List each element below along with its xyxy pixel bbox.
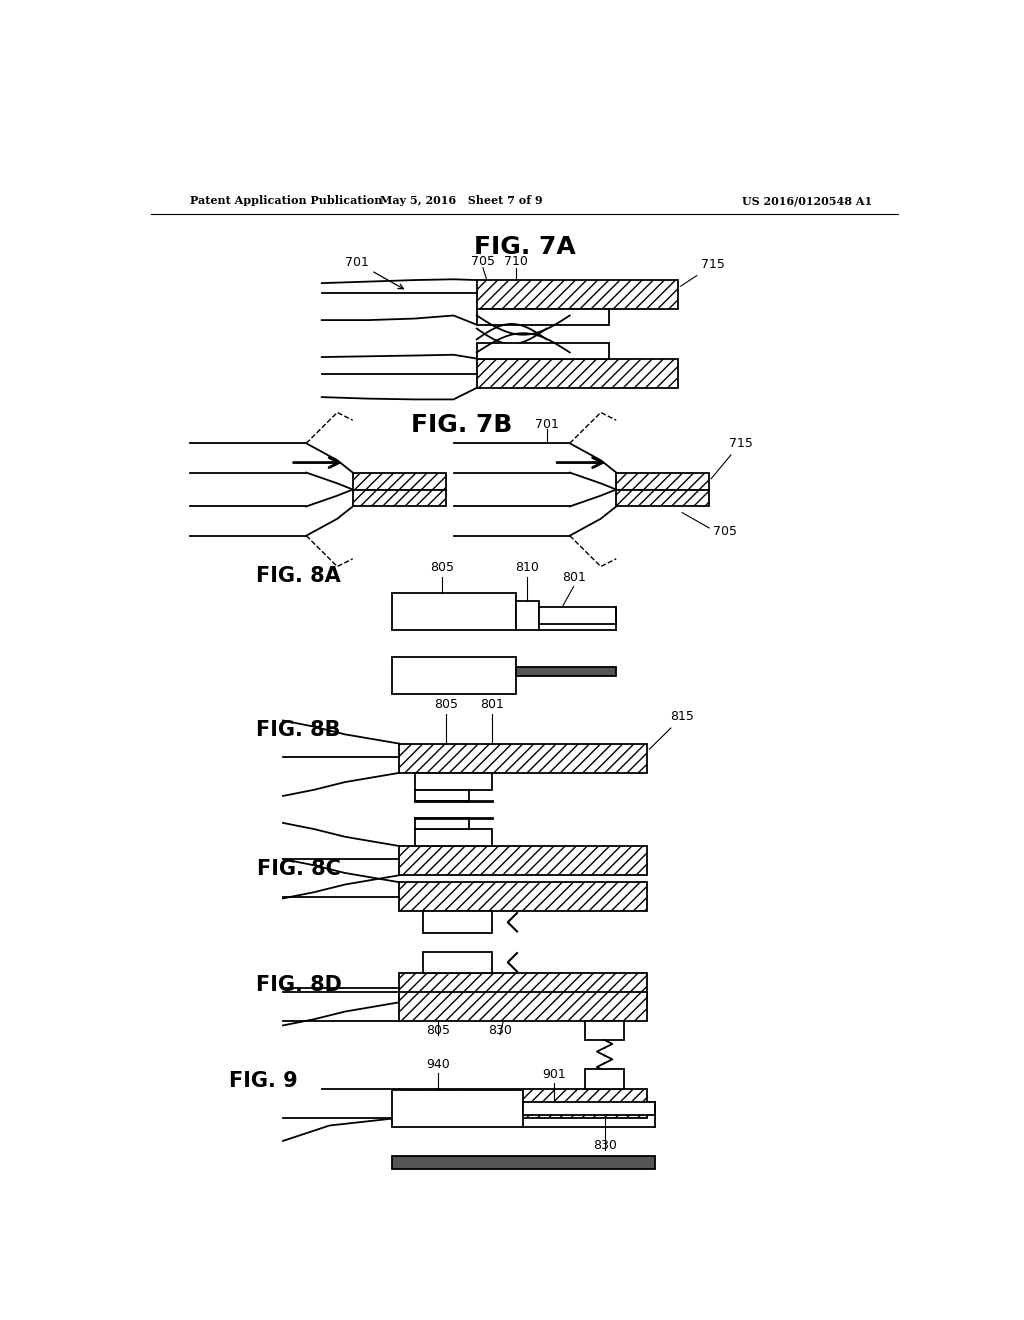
Bar — [391, 1090, 523, 1127]
Text: 801: 801 — [480, 698, 504, 711]
Text: 810: 810 — [515, 561, 539, 574]
Text: 805: 805 — [426, 1024, 450, 1038]
Text: 805: 805 — [434, 698, 458, 711]
Bar — [616, 490, 710, 507]
Bar — [515, 667, 616, 676]
Bar — [477, 280, 678, 309]
Text: 940: 940 — [426, 1057, 450, 1071]
Bar — [515, 601, 539, 631]
Text: US 2016/0120548 A1: US 2016/0120548 A1 — [741, 195, 872, 206]
Bar — [352, 490, 445, 507]
Text: 701: 701 — [535, 417, 558, 430]
Text: 801: 801 — [562, 572, 586, 585]
Bar — [423, 952, 493, 973]
Text: 705: 705 — [713, 525, 737, 539]
Bar — [399, 743, 647, 774]
Bar — [391, 1156, 655, 1168]
Bar — [399, 846, 647, 875]
Bar — [477, 359, 678, 388]
Text: 710: 710 — [504, 255, 527, 268]
Text: FIG. 8C: FIG. 8C — [257, 859, 340, 879]
Text: 805: 805 — [430, 561, 454, 574]
Bar — [477, 309, 608, 325]
Text: Patent Application Publication: Patent Application Publication — [190, 195, 382, 206]
Bar — [616, 473, 710, 490]
Text: 830: 830 — [593, 1139, 616, 1152]
Bar — [415, 818, 469, 829]
Text: 715: 715 — [711, 437, 753, 479]
Bar — [399, 1089, 647, 1118]
Bar — [586, 1069, 624, 1089]
Text: FIG. 7B: FIG. 7B — [411, 412, 512, 437]
Bar — [415, 774, 493, 789]
Text: 701: 701 — [345, 256, 403, 289]
Bar — [399, 973, 647, 1002]
Bar — [391, 594, 515, 631]
Text: FIG. 8D: FIG. 8D — [256, 974, 341, 994]
Text: 815: 815 — [649, 710, 694, 750]
Bar — [415, 829, 493, 846]
Bar — [415, 789, 469, 800]
Bar — [391, 657, 515, 694]
Text: May 5, 2016   Sheet 7 of 9: May 5, 2016 Sheet 7 of 9 — [380, 195, 543, 206]
Text: 830: 830 — [488, 1024, 512, 1038]
Bar — [539, 607, 616, 624]
Bar — [352, 473, 445, 490]
Bar — [399, 882, 647, 911]
Bar — [399, 991, 647, 1020]
Bar — [586, 1020, 624, 1040]
Text: FIG. 7A: FIG. 7A — [474, 235, 575, 260]
Text: FIG. 8B: FIG. 8B — [256, 721, 341, 741]
Text: 715: 715 — [681, 259, 725, 286]
Bar — [477, 343, 608, 359]
Text: FIG. 8A: FIG. 8A — [256, 566, 341, 586]
Text: 901: 901 — [543, 1068, 566, 1081]
Text: 705: 705 — [471, 255, 495, 268]
Text: FIG. 9: FIG. 9 — [229, 1071, 298, 1090]
Bar — [523, 1102, 655, 1114]
Bar — [423, 911, 493, 933]
